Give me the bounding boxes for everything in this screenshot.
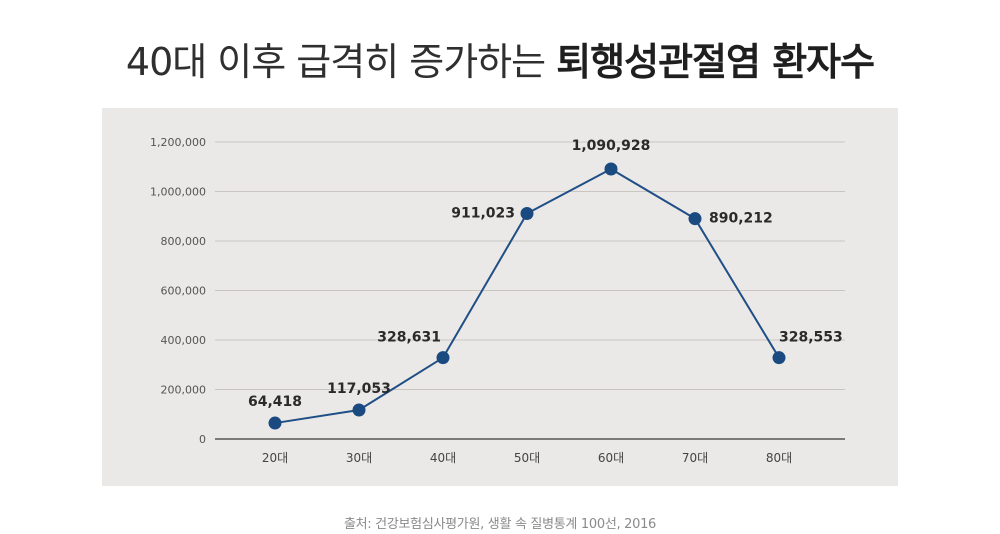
y-tick-label: 800,000 [161, 235, 207, 248]
x-tick-label: 70대 [682, 451, 708, 465]
data-point [436, 351, 450, 365]
x-tick-label: 40대 [430, 451, 456, 465]
x-tick-label: 60대 [598, 451, 624, 465]
data-label: 911,023 [451, 206, 515, 222]
chart-title: 40대 이후 급격히 증가하는 퇴행성관절염 환자수 [0, 36, 1000, 88]
x-tick-label: 50대 [514, 451, 540, 465]
y-tick-label: 400,000 [161, 334, 207, 347]
data-label: 64,418 [248, 394, 302, 410]
chart-title-bold: 퇴행성관절염 환자수 [556, 40, 875, 84]
y-tick-label: 600,000 [161, 285, 207, 298]
x-tick-label: 80대 [766, 451, 792, 465]
y-tick-label: 1,000,000 [150, 186, 206, 199]
data-label: 117,053 [327, 381, 391, 397]
y-tick-label: 1,200,000 [150, 136, 206, 149]
y-tick-label: 200,000 [161, 384, 207, 397]
data-label: 328,553 [779, 330, 843, 346]
chart-panel [102, 108, 898, 486]
data-point [772, 351, 786, 365]
data-label: 1,090,928 [572, 138, 651, 154]
y-tick-label: 0 [199, 433, 206, 446]
data-point [688, 212, 702, 226]
chart-title-normal: 40대 이후 급격히 증가하는 [125, 40, 546, 84]
source-note: 출처: 건강보험심사평가원, 생활 속 질병통계 100선, 2016 [343, 517, 657, 532]
data-label: 328,631 [377, 330, 441, 346]
x-tick-label: 30대 [346, 451, 372, 465]
data-point [520, 207, 534, 221]
data-point [604, 162, 618, 176]
data-point [268, 416, 282, 430]
data-label: 890,212 [709, 211, 773, 227]
data-point [352, 403, 366, 417]
x-tick-label: 20대 [262, 451, 288, 465]
